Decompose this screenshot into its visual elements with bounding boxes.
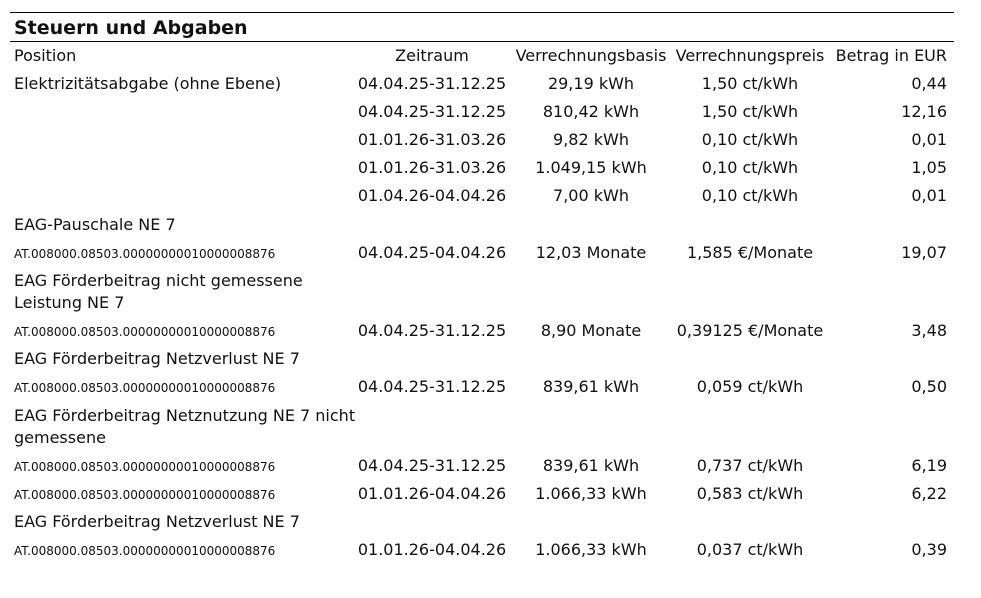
- row-preis: 0,583 ct/kWh: [696, 484, 804, 503]
- row-basis: 839,61 kWh: [542, 456, 640, 475]
- row-betrag: 0,44: [911, 74, 947, 93]
- row-zeitraum: 04.04.25-31.12.25: [357, 102, 507, 121]
- row-basis: 9,82 kWh: [553, 130, 629, 149]
- row-basis: 839,61 kWh: [542, 377, 640, 396]
- row-betrag: 1,05: [911, 158, 947, 177]
- row-preis: 1,50 ct/kWh: [701, 102, 799, 121]
- metering-point-id: AT.008000.08503.0000000001000000887​6: [14, 381, 276, 395]
- section-title: Steuern und Abgaben: [14, 17, 248, 39]
- row-preis: 0,037 ct/kWh: [696, 540, 804, 559]
- position-label-continued: gemessene: [14, 428, 106, 447]
- row-zeitraum: 04.04.25-31.12.25: [357, 74, 507, 93]
- row-preis: 0,39125 €/Monate: [676, 321, 824, 340]
- row-preis: 0,059 ct/kWh: [696, 377, 804, 396]
- row-preis: 0,10 ct/kWh: [701, 158, 799, 177]
- row-betrag: 0,01: [911, 130, 947, 149]
- row-zeitraum: 04.04.25-04.04.26: [357, 243, 507, 262]
- row-zeitraum: 01.01.26-31.03.26: [357, 158, 507, 177]
- header-verrechnungsbasis: Verrechnungsbasis: [515, 46, 667, 65]
- metering-point-id: AT.008000.08503.0000000001000000887​6: [14, 325, 276, 339]
- row-preis: 0,737 ct/kWh: [696, 456, 804, 475]
- row-basis: 810,42 kWh: [542, 102, 640, 121]
- row-zeitraum: 01.01.26-04.04.26: [357, 540, 507, 559]
- top-rule: [10, 12, 954, 13]
- row-betrag: 0,01: [911, 186, 947, 205]
- metering-point-id: AT.008000.08503.0000000001000000887​6: [14, 488, 276, 502]
- row-betrag: 6,19: [911, 456, 947, 475]
- row-basis: 29,19 kWh: [547, 74, 635, 93]
- header-betrag: Betrag in EUR: [835, 46, 947, 65]
- metering-point-id: AT.008000.08503.0000000001000000887​6: [14, 247, 276, 261]
- row-betrag: 6,22: [911, 484, 947, 503]
- row-betrag: 3,48: [911, 321, 947, 340]
- row-basis: 1.049,15 kWh: [535, 158, 647, 177]
- row-betrag: 0,39: [911, 540, 947, 559]
- position-label: Elektrizitätsabgabe (ohne Ebene): [14, 74, 282, 93]
- row-zeitraum: 04.04.25-31.12.25: [357, 321, 507, 340]
- row-preis: 0,10 ct/kWh: [701, 186, 799, 205]
- header-verrechnungspreis: Verrechnungspreis: [675, 46, 825, 65]
- row-betrag: 12,16: [901, 102, 947, 121]
- position-label: EAG Förderbeitrag Netzverlust NE 7: [14, 512, 300, 531]
- metering-point-id: AT.008000.08503.0000000001000000887​6: [14, 460, 276, 474]
- header-position: Position: [14, 46, 77, 65]
- header-zeitraum: Zeitraum: [395, 46, 469, 65]
- metering-point-id: AT.008000.08503.0000000001000000887​6: [14, 544, 276, 558]
- position-label: EAG Förderbeitrag Netznutzung NE 7 nicht: [14, 406, 356, 425]
- row-basis: 1.066,33 kWh: [535, 484, 647, 503]
- row-zeitraum: 01.04.26-04.04.26: [357, 186, 507, 205]
- position-label: EAG Förderbeitrag nicht gemessene: [14, 271, 303, 290]
- row-zeitraum: 04.04.25-31.12.25: [357, 377, 507, 396]
- row-basis: 1.066,33 kWh: [535, 540, 647, 559]
- position-label-continued: Leistung NE 7: [14, 293, 125, 312]
- position-label: EAG Förderbeitrag Netzverlust NE 7: [14, 349, 300, 368]
- row-zeitraum: 01.01.26-04.04.26: [357, 484, 507, 503]
- row-preis: 0,10 ct/kWh: [701, 130, 799, 149]
- row-preis: 1,50 ct/kWh: [701, 74, 799, 93]
- row-zeitraum: 01.01.26-31.03.26: [357, 130, 507, 149]
- row-preis: 1,585 €/Monate: [686, 243, 814, 262]
- row-basis: 12,03 Monate: [535, 243, 647, 262]
- title-rule: [10, 41, 954, 42]
- row-basis: 8,90 Monate: [540, 321, 642, 340]
- row-basis: 7,00 kWh: [553, 186, 629, 205]
- row-zeitraum: 04.04.25-31.12.25: [357, 456, 507, 475]
- position-label: EAG-Pauschale NE 7: [14, 215, 176, 234]
- row-betrag: 19,07: [901, 243, 947, 262]
- row-betrag: 0,50: [911, 377, 947, 396]
